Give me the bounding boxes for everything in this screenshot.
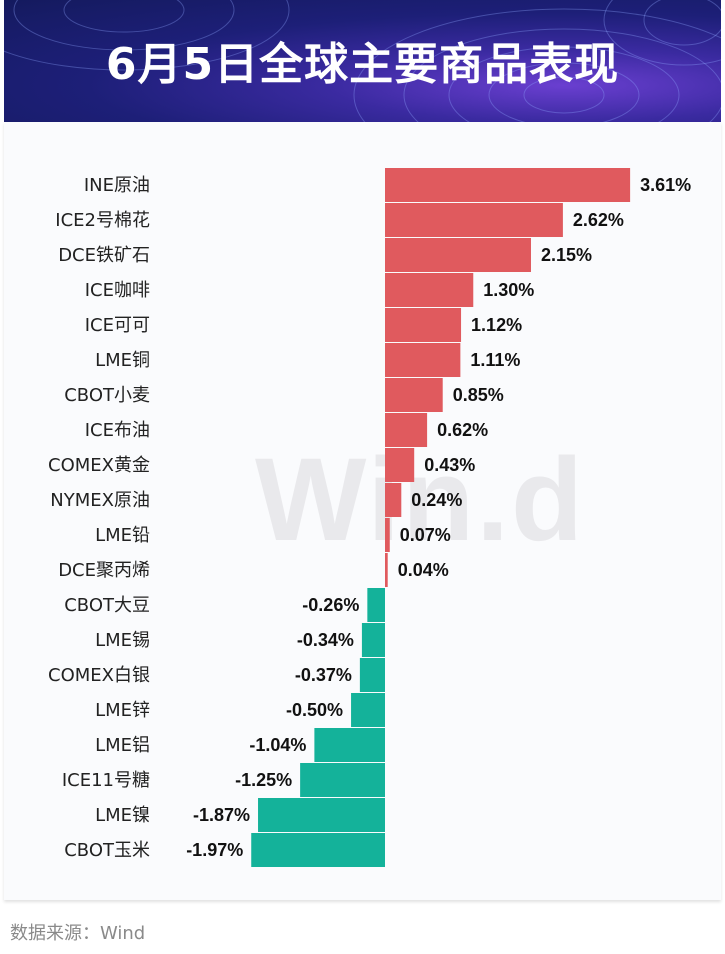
category-label: DCE铁矿石 [58, 245, 150, 266]
value-label: 0.04% [398, 560, 449, 580]
value-label: -1.25% [235, 770, 292, 790]
category-label: LME铜 [95, 350, 150, 371]
category-label: ICE布油 [85, 420, 150, 441]
category-label: DCE聚丙烯 [58, 560, 150, 581]
value-label: 2.62% [573, 210, 624, 230]
bar [351, 693, 385, 727]
category-label: LME锡 [95, 630, 150, 651]
bar [385, 378, 443, 412]
bar [258, 798, 385, 832]
bar [385, 273, 474, 307]
category-label: NYMEX原油 [50, 490, 150, 511]
category-label: LME锌 [95, 700, 150, 721]
bar [385, 553, 388, 587]
value-label: 0.43% [424, 455, 475, 475]
category-label: ICE可可 [85, 315, 150, 336]
value-label: -0.50% [286, 700, 343, 720]
category-label: CBOT小麦 [64, 385, 150, 406]
value-label: -0.34% [297, 630, 354, 650]
header-banner: 6月5日全球主要商品表现 [4, 0, 721, 122]
category-label: COMEX黄金 [48, 455, 150, 476]
category-label: ICE11号糖 [62, 770, 150, 791]
bar [251, 833, 385, 867]
value-label: 3.61% [640, 175, 691, 195]
value-label: 0.85% [453, 385, 504, 405]
category-label: LME镍 [95, 805, 150, 826]
data-source: 数据来源：Wind [10, 923, 146, 944]
bar [385, 343, 461, 377]
category-label: CBOT大豆 [64, 595, 150, 616]
bar [385, 203, 563, 237]
bar [385, 308, 462, 342]
value-label: 2.15% [541, 245, 592, 265]
bar [359, 658, 385, 692]
bar [385, 238, 531, 272]
bar [361, 623, 385, 657]
value-label: 1.30% [483, 280, 534, 300]
value-label: 1.12% [471, 315, 522, 335]
category-label: LME铅 [95, 525, 150, 546]
watermark-logo: Win.d [255, 434, 586, 566]
category-label: LME铝 [95, 735, 150, 756]
bar [314, 728, 385, 762]
value-label: 1.11% [470, 350, 520, 370]
value-label: 0.07% [400, 525, 451, 545]
bar [385, 168, 631, 202]
value-label: -0.37% [295, 665, 352, 685]
category-label: ICE咖啡 [85, 280, 150, 301]
value-label: -1.04% [249, 735, 306, 755]
bar [367, 588, 385, 622]
bars-group: INE原油 3.61% ICE2号棉花 2.62% DCE铁矿石 2.15% ICE咖啡 1.… [48, 168, 691, 867]
bar-chart: INE原油 3.61% ICE2号棉花 2.62% DCE铁矿石 2.15% ICE咖啡 1.… [48, 168, 691, 867]
value-label: 0.24% [411, 490, 462, 510]
category-label: CBOT玉米 [64, 840, 150, 861]
category-label: COMEX白银 [48, 665, 150, 686]
category-label: ICE2号棉花 [55, 210, 150, 231]
bar [385, 413, 428, 447]
topographic-decoration [4, 0, 721, 122]
value-label: -1.87% [193, 805, 250, 825]
chart-title: 6月5日全球主要商品表现 [105, 39, 620, 90]
bar [385, 448, 415, 482]
bar [385, 518, 390, 552]
value-label: 0.62% [437, 420, 488, 440]
category-label: INE原油 [84, 175, 150, 196]
bar [300, 763, 385, 797]
bar [385, 483, 402, 517]
value-label: -1.97% [186, 840, 243, 860]
value-label: -0.26% [302, 595, 359, 615]
